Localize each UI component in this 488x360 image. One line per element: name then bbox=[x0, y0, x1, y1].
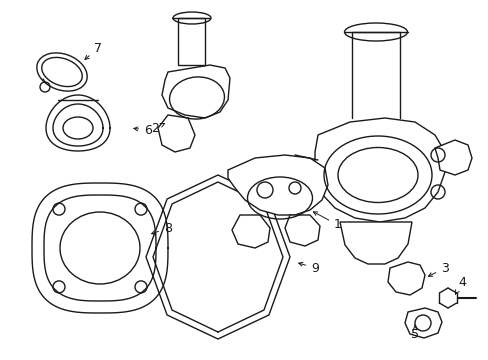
Text: 5: 5 bbox=[410, 325, 418, 342]
Polygon shape bbox=[434, 140, 471, 175]
Text: 4: 4 bbox=[454, 275, 465, 294]
Text: 2: 2 bbox=[151, 122, 164, 135]
Text: 9: 9 bbox=[298, 261, 318, 274]
Polygon shape bbox=[227, 155, 327, 215]
Polygon shape bbox=[404, 308, 441, 338]
Text: 8: 8 bbox=[151, 221, 172, 234]
Polygon shape bbox=[339, 222, 411, 264]
Text: 7: 7 bbox=[85, 41, 102, 59]
Text: 1: 1 bbox=[313, 212, 341, 231]
Text: 3: 3 bbox=[427, 261, 448, 276]
Polygon shape bbox=[162, 65, 229, 118]
Polygon shape bbox=[178, 18, 204, 65]
Polygon shape bbox=[314, 118, 444, 222]
Text: 6: 6 bbox=[134, 123, 152, 136]
Polygon shape bbox=[158, 115, 195, 152]
Polygon shape bbox=[231, 215, 269, 248]
Polygon shape bbox=[387, 262, 424, 295]
Polygon shape bbox=[146, 175, 289, 339]
Polygon shape bbox=[285, 215, 319, 246]
